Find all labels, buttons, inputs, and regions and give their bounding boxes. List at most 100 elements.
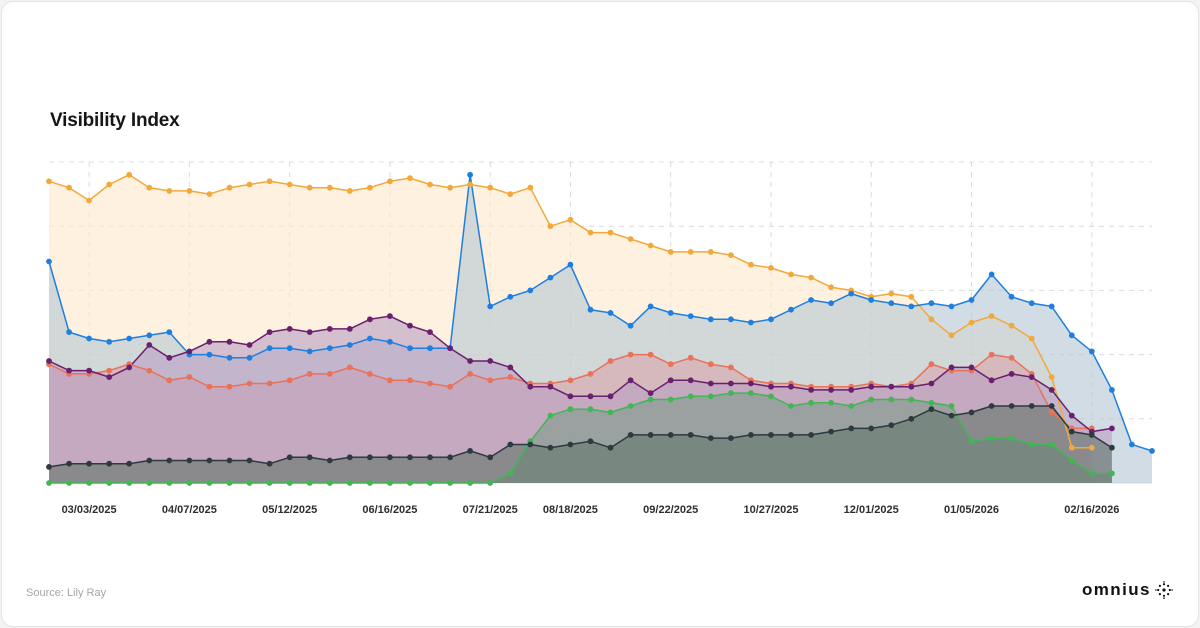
data-point [1068, 428, 1075, 435]
data-point [667, 310, 674, 316]
x-tick-label: 09/22/2025 [643, 504, 698, 516]
data-point [166, 354, 173, 361]
data-point [507, 191, 514, 198]
data-point [547, 223, 554, 230]
data-point [387, 178, 393, 185]
data-point [788, 432, 794, 438]
data-point [607, 444, 614, 451]
data-point [66, 329, 72, 335]
data-point [527, 287, 534, 294]
data-point [487, 358, 494, 364]
data-point [206, 191, 213, 198]
data-point [387, 377, 393, 384]
data-point [707, 249, 714, 255]
data-point [206, 480, 213, 486]
data-point [547, 444, 554, 451]
data-point [306, 371, 313, 377]
data-point [667, 361, 674, 368]
data-point [968, 297, 975, 303]
data-point [226, 457, 233, 464]
data-point [407, 175, 413, 182]
data-point [66, 460, 72, 467]
data-point [286, 345, 293, 352]
data-point [46, 258, 52, 265]
data-point [1068, 412, 1075, 419]
data-point [1088, 470, 1095, 477]
data-point [126, 171, 133, 178]
data-point [607, 358, 614, 364]
data-point [687, 432, 694, 438]
data-point [848, 425, 855, 432]
data-point [627, 236, 634, 242]
data-point [126, 480, 133, 486]
line-series-4 [48, 315, 1113, 433]
data-point [1048, 303, 1055, 310]
data-point [266, 380, 273, 387]
data-point [988, 435, 995, 441]
data-point [286, 377, 293, 384]
data-point [1008, 435, 1015, 441]
data-point [1008, 403, 1015, 409]
data-point [868, 396, 875, 403]
data-point [748, 380, 754, 387]
data-point [647, 242, 654, 249]
data-point [687, 393, 694, 400]
data-point [647, 432, 654, 438]
data-point [647, 390, 654, 396]
data-point [1008, 371, 1015, 377]
data-point [186, 457, 193, 464]
data-point [988, 377, 995, 384]
data-point [106, 367, 113, 374]
data-point [748, 319, 754, 326]
data-point [908, 383, 915, 390]
data-point [728, 435, 734, 441]
data-point [587, 371, 594, 377]
data-point [828, 284, 834, 291]
data-point [607, 409, 614, 416]
data-point [1109, 444, 1115, 451]
data-point [1088, 444, 1095, 451]
data-point [647, 351, 654, 358]
data-point [627, 351, 634, 358]
brand-name: omnius [1082, 580, 1151, 599]
data-point [46, 464, 52, 470]
data-point [1048, 387, 1055, 393]
data-point [1068, 457, 1075, 464]
data-point [126, 364, 133, 371]
data-point [226, 354, 233, 361]
data-point [948, 303, 955, 310]
data-point [948, 403, 955, 409]
data-point [968, 364, 975, 371]
data-point [286, 326, 293, 332]
data-point [788, 306, 794, 313]
data-point [928, 300, 935, 307]
data-point [1008, 293, 1015, 300]
data-point [707, 393, 714, 400]
data-point [587, 393, 594, 400]
data-point [748, 432, 754, 438]
data-point [627, 432, 634, 438]
data-point [948, 412, 955, 419]
data-point [206, 383, 213, 390]
data-point [346, 326, 353, 332]
data-point [367, 480, 373, 486]
data-point [828, 300, 834, 307]
data-point [1048, 441, 1055, 448]
data-point [1008, 322, 1015, 329]
x-axis-ticks: 03/03/2025 04/07/2025 05/12/2025 06/16/2025… [62, 504, 1120, 516]
data-point [286, 454, 293, 461]
data-point [567, 377, 574, 384]
x-tick-label: 06/16/2025 [362, 504, 417, 516]
data-point [507, 470, 514, 477]
data-point [166, 188, 173, 194]
data-point [707, 435, 714, 441]
data-point [286, 480, 293, 486]
data-point [346, 454, 353, 461]
data-point [266, 480, 273, 486]
data-point [326, 457, 333, 464]
data-point [1028, 441, 1035, 448]
data-point [367, 316, 373, 323]
line-series-5 [49, 392, 1112, 484]
data-point [928, 361, 935, 368]
